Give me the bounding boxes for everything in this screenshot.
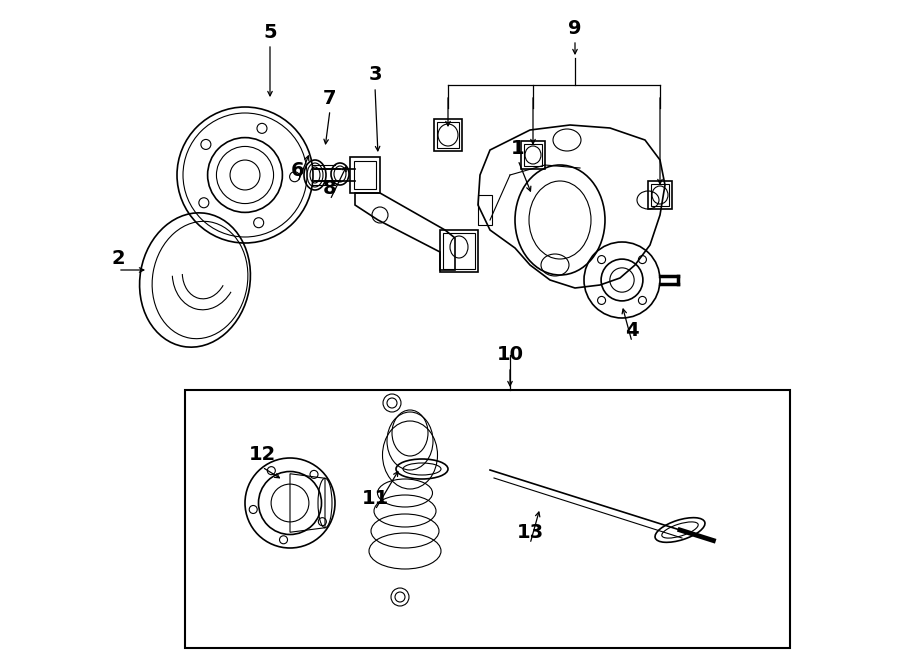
Text: 5: 5 (263, 22, 277, 42)
Text: 1: 1 (511, 139, 525, 157)
Bar (354, 161, 376, 189)
Text: 11: 11 (362, 488, 389, 508)
Bar (350, 157, 380, 193)
Bar (443, 233, 475, 269)
Bar (651, 184, 669, 206)
Text: 6: 6 (292, 161, 305, 180)
Bar (437, 122, 459, 148)
Text: 3: 3 (368, 65, 382, 85)
Bar (434, 119, 462, 151)
Text: 12: 12 (248, 446, 275, 465)
Bar (648, 181, 672, 209)
Text: 13: 13 (517, 522, 544, 541)
Bar (524, 144, 542, 166)
Bar (521, 141, 545, 169)
Bar (440, 230, 478, 272)
Bar (185, 390, 790, 648)
Text: 10: 10 (497, 346, 524, 364)
Text: 8: 8 (323, 178, 337, 198)
Text: 7: 7 (323, 89, 337, 108)
Text: 9: 9 (568, 19, 581, 38)
Text: 2: 2 (112, 249, 125, 268)
Text: 4: 4 (626, 321, 639, 340)
